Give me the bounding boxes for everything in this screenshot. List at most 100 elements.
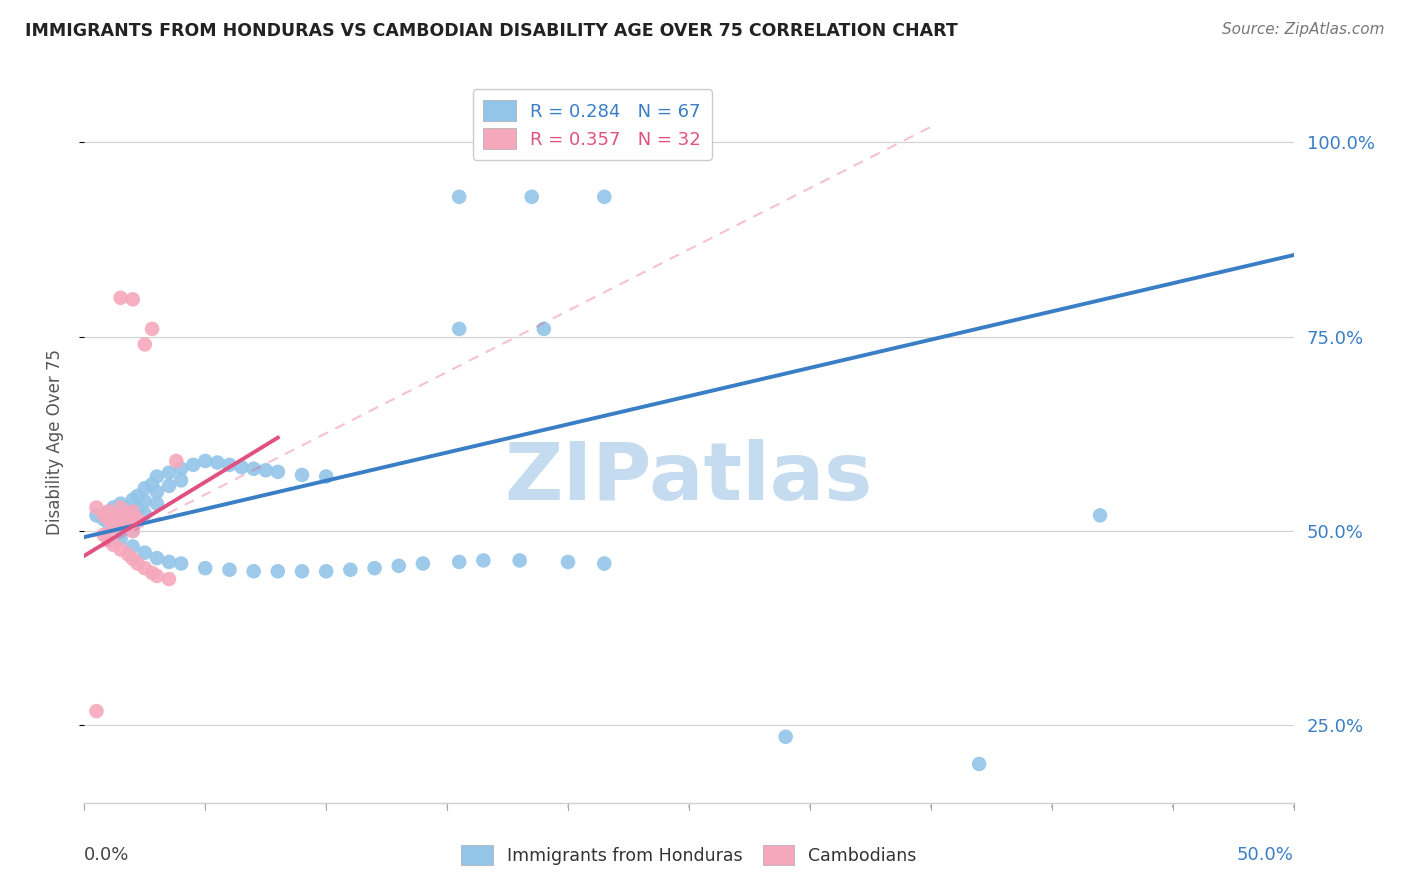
Point — [207, 456, 229, 470]
Point — [520, 190, 543, 204]
Point — [86, 508, 108, 523]
Point — [97, 504, 120, 518]
Point — [134, 507, 156, 521]
Text: 0.0%: 0.0% — [84, 846, 129, 863]
Point — [117, 500, 139, 515]
Point — [242, 461, 264, 475]
Point — [449, 555, 471, 569]
Point — [157, 572, 180, 586]
Point — [117, 507, 139, 521]
Point — [557, 555, 579, 569]
Point — [146, 569, 169, 583]
Point — [509, 553, 531, 567]
Point — [472, 553, 495, 567]
Point — [121, 540, 143, 554]
Point — [157, 466, 180, 480]
Point — [231, 460, 253, 475]
Point — [146, 485, 169, 500]
Point — [86, 500, 108, 515]
Point — [242, 564, 264, 578]
Point — [775, 730, 797, 744]
Point — [121, 492, 143, 507]
Point — [110, 517, 132, 532]
Point — [93, 512, 115, 526]
Point — [363, 561, 385, 575]
Point — [412, 557, 434, 571]
Point — [121, 552, 143, 566]
Point — [127, 502, 149, 516]
Point — [110, 291, 132, 305]
Point — [267, 564, 290, 578]
Point — [93, 508, 115, 523]
Point — [146, 469, 169, 483]
Point — [339, 563, 361, 577]
Point — [254, 463, 277, 477]
Point — [134, 546, 156, 560]
Point — [134, 481, 156, 495]
Point — [110, 509, 132, 524]
Point — [134, 337, 156, 351]
Point — [291, 564, 314, 578]
Point — [157, 555, 180, 569]
Point — [593, 557, 616, 571]
Text: ZIPatlas: ZIPatlas — [505, 439, 873, 516]
Point — [218, 563, 240, 577]
Point — [117, 547, 139, 561]
Point — [121, 504, 143, 518]
Y-axis label: Disability Age Over 75: Disability Age Over 75 — [45, 349, 63, 534]
Point — [134, 561, 156, 575]
Point — [110, 532, 132, 546]
Point — [165, 454, 187, 468]
Point — [121, 515, 143, 529]
Point — [110, 500, 132, 515]
Point — [170, 461, 193, 475]
Point — [170, 474, 193, 488]
Point — [110, 542, 132, 557]
Point — [103, 500, 125, 515]
Text: Source: ZipAtlas.com: Source: ZipAtlas.com — [1222, 22, 1385, 37]
Point — [146, 497, 169, 511]
Point — [141, 477, 163, 491]
Point — [97, 504, 120, 518]
Point — [1088, 508, 1111, 523]
Point — [103, 520, 125, 534]
Point — [141, 322, 163, 336]
Point — [103, 520, 125, 534]
Point — [110, 508, 132, 523]
Point — [121, 524, 143, 538]
Point — [141, 566, 163, 580]
Point — [157, 479, 180, 493]
Point — [103, 509, 125, 524]
Point — [121, 524, 143, 538]
Point — [181, 458, 204, 472]
Point — [121, 504, 143, 518]
Point — [593, 190, 616, 204]
Text: IMMIGRANTS FROM HONDURAS VS CAMBODIAN DISABILITY AGE OVER 75 CORRELATION CHART: IMMIGRANTS FROM HONDURAS VS CAMBODIAN DI… — [25, 22, 957, 40]
Point — [170, 557, 193, 571]
Point — [194, 454, 217, 468]
Point — [121, 293, 143, 307]
Point — [117, 512, 139, 526]
Legend: Immigrants from Honduras, Cambodians: Immigrants from Honduras, Cambodians — [453, 836, 925, 873]
Point — [388, 558, 411, 573]
Point — [967, 756, 990, 771]
Point — [110, 497, 132, 511]
Point — [267, 465, 290, 479]
Text: 50.0%: 50.0% — [1237, 846, 1294, 863]
Point — [449, 322, 471, 336]
Point — [146, 551, 169, 566]
Point — [291, 467, 314, 482]
Point — [127, 489, 149, 503]
Point — [93, 528, 115, 542]
Point — [97, 512, 120, 526]
Point — [315, 469, 337, 483]
Point — [127, 512, 149, 526]
Point — [97, 533, 120, 548]
Point — [134, 494, 156, 508]
Point — [315, 564, 337, 578]
Point — [127, 557, 149, 571]
Point — [194, 561, 217, 575]
Point — [449, 190, 471, 204]
Point — [103, 538, 125, 552]
Point — [533, 322, 555, 336]
